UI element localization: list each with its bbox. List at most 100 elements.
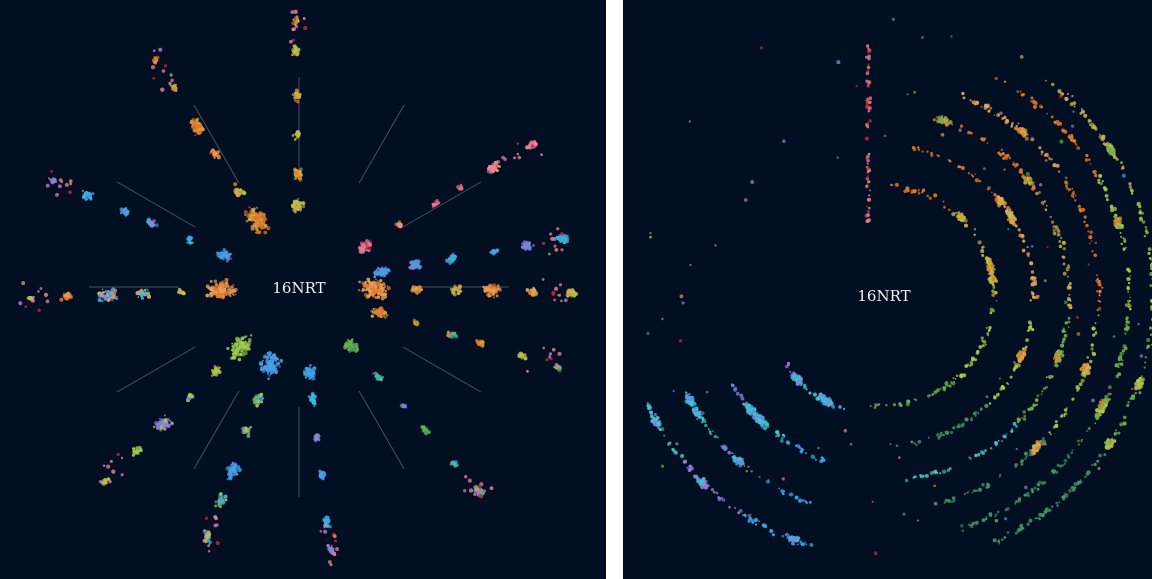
spiral-dot: [1127, 290, 1129, 293]
spiral-dot: [1091, 122, 1094, 125]
spiral-dot: [1049, 215, 1052, 219]
spiral-cluster-dot: [940, 119, 945, 124]
spiral-dot: [984, 403, 989, 408]
spiral-dot: [1090, 347, 1094, 351]
spiral-dot: [958, 165, 961, 169]
spiral-dot: [1108, 385, 1112, 390]
outlier-dot: [560, 248, 564, 252]
spiral-dot: [1038, 146, 1042, 150]
spiral-dot: [981, 518, 986, 523]
spiral-cluster-dot: [827, 397, 832, 403]
spiral-dot: [1067, 135, 1070, 138]
cluster-dot: [383, 310, 386, 313]
outlier-dot: [563, 298, 568, 303]
cluster-dot: [194, 122, 197, 125]
spiral-dot: [1014, 531, 1018, 535]
spiral-dot: [986, 142, 989, 144]
cluster-dot: [301, 202, 304, 205]
cluster-dot: [376, 374, 379, 377]
cluster-dot: [397, 223, 401, 227]
spiral-dot: [814, 458, 818, 462]
outlier-dot: [303, 25, 308, 31]
cluster-dot: [376, 313, 379, 316]
cluster-dot: [371, 310, 376, 314]
spiral-dot: [1068, 286, 1072, 290]
cluster-dot: [453, 291, 456, 294]
cluster-dot: [296, 201, 299, 204]
spiral-dot: [1003, 80, 1007, 84]
cluster-dot: [517, 355, 521, 358]
spiral-dot: [963, 223, 969, 228]
cluster-dot: [372, 307, 375, 310]
radial-cluster-plot-left: [18, 9, 579, 567]
spiral-dot: [1127, 400, 1130, 404]
spiral-dot: [968, 364, 972, 368]
cluster-dot: [313, 405, 315, 408]
cluster-dot: [135, 290, 140, 295]
spiral-dot: [945, 431, 949, 435]
spiral-dot: [898, 402, 902, 406]
cluster-dot: [139, 447, 142, 451]
cluster-dot: [244, 349, 246, 352]
cluster-dot: [212, 148, 215, 150]
cluster-dot: [81, 189, 85, 192]
outlier-dot: [160, 87, 165, 92]
spiral-dot: [985, 255, 988, 259]
spiral-dot: [1000, 148, 1004, 152]
cluster-dot: [237, 357, 242, 362]
spiral-dot: [1038, 517, 1042, 521]
cluster-dot: [221, 285, 224, 289]
cluster-dot: [233, 462, 238, 466]
cluster-dot: [249, 334, 253, 337]
cluster-dot: [263, 354, 267, 358]
spiral-dot: [1149, 333, 1152, 336]
spiral-dot: [783, 435, 786, 438]
spiral-dot: [1029, 299, 1032, 302]
cluster-dot: [222, 295, 225, 298]
outlier-dot: [489, 486, 494, 491]
outlier-dot: [120, 456, 124, 460]
spiral-cluster-dot: [990, 274, 993, 278]
spiral-dot: [936, 471, 939, 474]
outlier-dot: [152, 49, 156, 52]
cluster-dot: [137, 296, 140, 298]
spiral-dot: [1063, 129, 1068, 134]
cluster-dot: [305, 368, 310, 373]
spiral-dot: [1027, 254, 1030, 258]
spiral-dot: [979, 407, 983, 411]
cluster-dot: [140, 296, 145, 300]
spiral-dot: [1124, 332, 1127, 335]
spiral-dot: [1015, 424, 1019, 428]
spiral-dot: [1032, 281, 1035, 284]
spiral-dot: [805, 452, 807, 455]
cluster-dot: [191, 117, 196, 123]
cluster-dot: [115, 297, 118, 300]
cluster-dot: [218, 286, 223, 291]
cluster-dot: [265, 356, 270, 360]
cluster-dot: [394, 222, 398, 227]
cluster-dot: [280, 359, 283, 362]
spiral-dot: [1058, 501, 1060, 503]
cluster-dot: [304, 376, 307, 379]
spiral-dot: [936, 388, 940, 392]
spiral-dot: [1043, 509, 1048, 515]
spiral-dot: [1093, 327, 1096, 330]
spiral-dot: [1023, 414, 1027, 418]
cluster-dot: [228, 468, 231, 471]
cluster-dot: [496, 160, 501, 164]
spiral-dot: [1088, 235, 1093, 240]
spiral-dot: [1079, 111, 1083, 115]
cluster-dot: [380, 292, 385, 297]
cluster-dot: [488, 166, 491, 169]
spiral-dot: [1023, 451, 1029, 456]
cluster-dot: [148, 223, 151, 226]
spiral-cluster-dot: [955, 211, 958, 215]
spiral-dot: [1067, 320, 1071, 324]
cluster-dot: [200, 127, 206, 132]
spiral-dot: [1120, 167, 1123, 170]
spiral-dot: [1109, 204, 1114, 209]
cluster-dot: [210, 368, 214, 372]
spiral-cluster-dot: [826, 403, 829, 406]
cluster-dot: [217, 151, 220, 154]
spiral-dot: [953, 499, 956, 503]
